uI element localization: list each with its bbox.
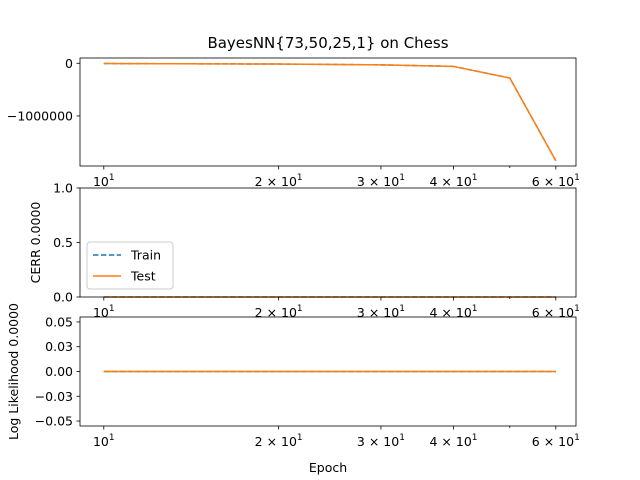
x-tick-label: 101	[93, 173, 115, 189]
y-axis-label: CERR 0.0000	[28, 202, 43, 284]
x-tick-label: 4 × 101	[430, 433, 478, 449]
y-tick-label: −0.03	[35, 389, 73, 404]
subplot-2: 0.0 0.5 1.0 101 2 × 101 3 × 101 4 × 101 6 × 101…	[28, 181, 580, 321]
subplots: 0 −1000000 101 2 × 101 3 × 101 4 × 101 6 × 101…	[6, 56, 580, 449]
y-tick-label: 0	[65, 56, 73, 71]
x-tick-label: 6 × 101	[532, 304, 580, 320]
axes-frame	[79, 57, 577, 167]
x-tick-label: 6 × 101	[532, 173, 580, 189]
x-tick-label: 6 × 101	[532, 433, 580, 449]
y-tick-label: 0.03	[45, 339, 73, 354]
x-tick-label: 101	[93, 304, 115, 320]
y-tick-label: 0.0	[53, 290, 73, 305]
x-tick-label: 101	[93, 433, 115, 449]
x-tick-label: 2 × 101	[255, 173, 303, 189]
legend: Train Test	[86, 241, 174, 290]
y-tick-label: 0.5	[53, 235, 73, 250]
test-series-line	[103, 62, 557, 162]
y-tick-label: 0.00	[45, 364, 73, 379]
subplot-1: 0 −1000000 101 2 × 101 3 × 101 4 × 101 6 × 101	[7, 56, 580, 189]
x-tick-label: 4 × 101	[430, 173, 478, 189]
chart-title: BayesNN{73,50,25,1} on Chess	[207, 34, 448, 52]
train-series-line	[103, 62, 557, 162]
x-tick-label: 4 × 101	[430, 304, 478, 320]
x-tick-label: 3 × 101	[357, 304, 405, 320]
y-tick-label: 1.0	[53, 181, 73, 196]
subplot-3: 0.05 0.03 0.00 −0.03 −0.05 101 2 × 101 3 × 101 4…	[6, 303, 580, 449]
legend-label-train: Train	[130, 248, 161, 263]
x-axis-label: Epoch	[309, 460, 347, 475]
x-tick-label: 3 × 101	[357, 433, 405, 449]
y-tick-label: −0.05	[35, 414, 73, 429]
y-tick-label: −1000000	[7, 108, 73, 123]
y-axis-label: Log Likelihood 0.0000	[6, 303, 21, 440]
legend-label-test: Test	[130, 269, 156, 284]
legend-box	[86, 241, 174, 290]
x-tick-label: 2 × 101	[255, 433, 303, 449]
x-tick-label: 2 × 101	[255, 304, 303, 320]
y-tick-label: 0.05	[45, 314, 73, 329]
x-tick-label: 3 × 101	[357, 173, 405, 189]
